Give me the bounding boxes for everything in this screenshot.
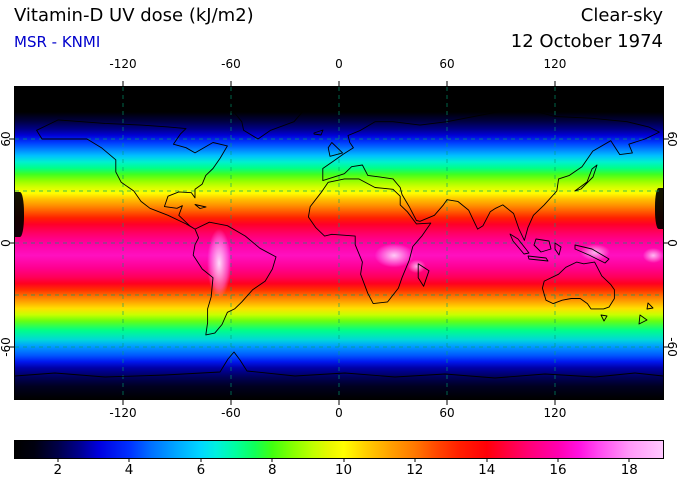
bottom-longitude-axis: -120 -60 0 60 120 <box>15 406 663 420</box>
map-overlay <box>15 87 663 399</box>
axis-tick <box>122 81 124 86</box>
colorbar-label: 18 <box>620 462 638 478</box>
colorbar-tick <box>414 458 416 462</box>
colorbar-label: 6 <box>196 462 206 478</box>
coast-borneo <box>533 238 552 253</box>
coast-japan <box>574 164 598 192</box>
colorbar <box>14 440 664 462</box>
colorbar-label: 12 <box>406 462 424 478</box>
axis-tick <box>230 81 232 86</box>
coast-new-guinea <box>574 244 610 264</box>
axis-tick <box>338 400 340 405</box>
axis-tick <box>664 138 669 140</box>
lon-label: 120 <box>543 57 567 71</box>
coast-cuba <box>194 204 207 209</box>
source-label: MSR - KNMI <box>14 33 101 51</box>
lat-label: 60 <box>0 131 13 147</box>
coast-madagascar <box>417 263 430 287</box>
coast-tasmania <box>600 314 608 322</box>
page-title: Vitamin-D UV dose (kJ/m2) <box>14 5 254 26</box>
axis-tick <box>9 346 14 348</box>
header-left: Vitamin-D UV dose (kJ/m2) MSR - KNMI <box>14 5 254 51</box>
colorbar-gradient <box>15 441 663 458</box>
axis-tick <box>9 138 14 140</box>
lon-label: 60 <box>439 406 455 420</box>
axis-tick <box>122 400 124 405</box>
lat-label: -60 <box>0 337 13 357</box>
colorbar-tick <box>200 458 202 462</box>
map-frame: 60 0 -60 60 0 -60 <box>0 81 678 405</box>
header-right: Clear-sky 12 October 1974 <box>511 5 663 52</box>
axis-tick <box>554 81 556 86</box>
coast-java <box>527 255 549 262</box>
lat-label: 0 <box>0 239 13 247</box>
axis-tick <box>446 81 448 86</box>
coast-sulawesi <box>554 242 562 256</box>
coast-africa <box>307 178 432 305</box>
lon-label: -60 <box>221 406 241 420</box>
missing-data-mask-right <box>655 188 663 229</box>
colorbar-label: 2 <box>53 462 63 478</box>
lon-label: 60 <box>439 57 455 71</box>
lon-label: -120 <box>109 57 137 71</box>
graticule <box>15 87 663 399</box>
colorbar-tick <box>557 458 559 462</box>
colorbar-label: 10 <box>334 462 353 478</box>
colorbar-tick <box>57 458 59 462</box>
coastlines <box>15 100 663 379</box>
date-label: 12 October 1974 <box>510 31 663 52</box>
coast-antarctica <box>15 351 663 379</box>
lon-label: 0 <box>335 57 343 71</box>
colorbar-tick <box>486 458 488 462</box>
coast-greenland <box>216 100 304 140</box>
axis-tick <box>664 346 669 348</box>
coast-new-zealand-south <box>638 314 648 325</box>
coast-britain <box>327 142 344 157</box>
axis-tick <box>338 81 340 86</box>
colorbar-tick <box>343 458 345 462</box>
lon-label: 0 <box>335 406 343 420</box>
colorbar-tick <box>271 458 273 462</box>
colorbar-label: 4 <box>124 462 134 478</box>
top-longitude-axis: -120 -60 0 60 120 <box>15 57 663 71</box>
axis-tick <box>9 242 14 244</box>
coast-australia <box>541 261 615 310</box>
lat-label: 60 <box>665 131 678 147</box>
axis-tick <box>554 400 556 405</box>
coast-north-america <box>36 119 228 230</box>
coast-eurasia <box>322 109 660 241</box>
lon-label: 120 <box>543 406 567 420</box>
lat-label: 0 <box>665 239 678 247</box>
coast-south-america <box>192 221 277 336</box>
lon-label: -60 <box>221 57 241 71</box>
lat-label: -60 <box>665 337 678 357</box>
axis-tick <box>446 400 448 405</box>
uv-dose-map <box>15 87 663 399</box>
axis-tick <box>664 242 669 244</box>
colorbar-tick <box>628 458 630 462</box>
colorbar-tick <box>128 458 130 462</box>
coast-new-zealand-north <box>646 302 654 310</box>
coast-sumatra <box>509 233 530 255</box>
colorbar-label: 8 <box>267 462 277 478</box>
axis-tick <box>230 400 232 405</box>
lon-label: -120 <box>109 406 137 420</box>
sky-condition-label: Clear-sky <box>580 5 663 26</box>
colorbar-label: 16 <box>549 462 567 478</box>
colorbar-labels: 2 4 6 8 10 12 14 16 18 <box>15 462 663 478</box>
colorbar-label: 14 <box>478 462 496 478</box>
missing-data-mask-left <box>15 191 24 237</box>
coast-iceland <box>313 129 324 136</box>
